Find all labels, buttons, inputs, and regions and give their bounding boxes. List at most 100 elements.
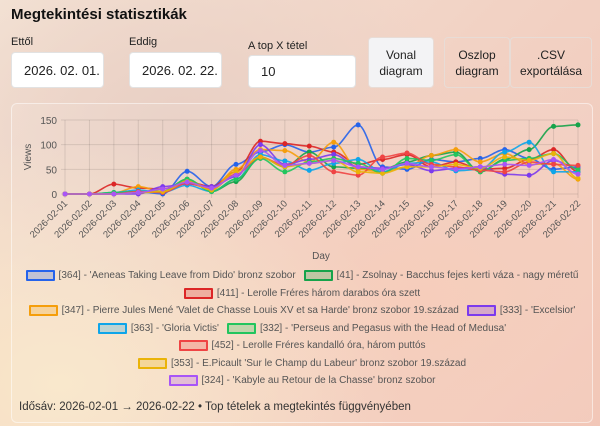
footer-note: Idősáv: 2026-02-01 → 2026-02-22 • Top té… xyxy=(19,401,411,413)
data-point xyxy=(111,191,117,197)
y-tick-label: 100 xyxy=(40,141,57,152)
series-line xyxy=(64,141,579,195)
data-point xyxy=(502,161,508,167)
to-date-input[interactable]: 2026. 02. 22. xyxy=(129,52,222,88)
legend-label: [333] - 'Excelsior' xyxy=(499,305,576,317)
data-point xyxy=(404,155,410,161)
legend-item[interactable]: [364] - 'Aeneas Taking Leave from Dido' … xyxy=(25,270,296,282)
data-point xyxy=(526,157,532,163)
legend-label: [324] - 'Kabyle au Retour de la Chasse' … xyxy=(201,375,436,387)
data-point xyxy=(404,164,410,170)
data-point xyxy=(209,185,215,191)
data-point xyxy=(306,167,312,173)
data-point xyxy=(453,152,459,158)
legend-item[interactable]: [353] - E.Picault 'Sur le Champ du Labeu… xyxy=(137,357,466,369)
data-point xyxy=(477,159,483,165)
data-point xyxy=(233,161,239,167)
data-point xyxy=(233,176,239,182)
data-point xyxy=(428,157,434,163)
legend-row: [353] - E.Picault 'Sur le Champ du Labeu… xyxy=(12,355,592,373)
legend-label: [347] - Pierre Jules Mené 'Valet de Chas… xyxy=(61,305,459,317)
legend-item[interactable]: [452] - Lerolle Fréres kandalló óra, hár… xyxy=(178,340,426,352)
legend-item[interactable]: [324] - 'Kabyle au Retour de la Chasse' … xyxy=(168,375,436,387)
data-point xyxy=(380,154,386,160)
legend-swatch xyxy=(226,322,256,334)
data-point xyxy=(477,155,483,161)
legend-item[interactable]: [347] - Pierre Jules Mené 'Valet de Chas… xyxy=(28,305,459,317)
data-point xyxy=(331,164,337,170)
line-chart: 0501001502026-02-012026-02-022026-02-032… xyxy=(23,116,583,262)
data-point xyxy=(331,139,337,145)
y-axis-title: Views xyxy=(23,144,34,171)
data-point xyxy=(331,144,337,150)
data-point xyxy=(355,164,361,170)
csv-export-label-1: .CSV xyxy=(536,47,565,62)
data-point xyxy=(355,122,361,128)
data-point xyxy=(502,154,508,160)
data-point xyxy=(282,158,288,164)
legend-item[interactable]: [41] - Zsolnay - Bacchus fejes kerti váz… xyxy=(303,270,578,282)
data-point xyxy=(551,123,557,129)
legend-label: [364] - 'Aeneas Taking Leave from Dido' … xyxy=(58,270,296,282)
legend-item[interactable]: [411] - Lerolle Fréres három darabos óra… xyxy=(183,287,420,299)
data-point xyxy=(86,191,92,197)
from-date-input[interactable]: 2026. 02. 01. xyxy=(11,52,104,88)
to-label: Eddig xyxy=(129,36,158,48)
line-chart-button[interactable]: Vonal diagram xyxy=(368,37,434,88)
data-point xyxy=(355,160,361,166)
line-chart-label-1: Vonal xyxy=(385,47,416,62)
data-point xyxy=(380,170,386,176)
data-point xyxy=(62,191,68,197)
legend-label: [363] - 'Gloria Victis' xyxy=(130,322,219,334)
data-point xyxy=(135,190,141,196)
top-x-label: A top X tétel xyxy=(248,40,308,52)
data-point xyxy=(257,148,263,154)
y-tick-label: 150 xyxy=(40,116,57,127)
legend-row: [452] - Lerolle Fréres kandalló óra, hár… xyxy=(12,337,592,355)
csv-export-label-2: exportálása xyxy=(519,63,583,78)
data-point xyxy=(135,184,141,190)
data-point xyxy=(575,171,581,177)
data-point xyxy=(282,148,288,154)
top-x-input[interactable]: 10 xyxy=(248,55,356,88)
legend-swatch xyxy=(97,322,127,334)
csv-export-button[interactable]: .CSV exportálása xyxy=(510,37,592,88)
data-point xyxy=(428,168,434,174)
data-point xyxy=(257,154,263,160)
data-point xyxy=(306,160,312,166)
data-point xyxy=(184,179,190,185)
legend-swatch xyxy=(183,287,213,299)
legend-swatch xyxy=(466,305,496,317)
legend-item[interactable]: [332] - 'Perseus and Pegasus with the He… xyxy=(226,322,507,334)
bar-chart-label-1: Oszlop xyxy=(458,47,496,62)
page-title: Megtekintési statisztikák xyxy=(11,6,187,23)
legend-swatch xyxy=(25,270,55,282)
data-point xyxy=(355,172,361,178)
series-line xyxy=(64,149,579,195)
bar-chart-button[interactable]: Oszlop diagram xyxy=(444,37,510,88)
data-point xyxy=(160,186,166,192)
data-point xyxy=(331,152,337,158)
data-point xyxy=(551,161,557,167)
data-point xyxy=(184,168,190,174)
legend-swatch xyxy=(28,305,58,317)
data-point xyxy=(355,169,361,175)
data-point xyxy=(428,153,434,159)
legend-swatch xyxy=(137,357,167,369)
legend-label: [332] - 'Perseus and Pegasus with the He… xyxy=(259,322,507,334)
legend-row: [363] - 'Gloria Victis' [332] - 'Perseus … xyxy=(12,320,592,338)
legend-row: [364] - 'Aeneas Taking Leave from Dido' … xyxy=(12,267,592,285)
data-point xyxy=(526,147,532,153)
legend-item[interactable]: [363] - 'Gloria Victis' xyxy=(97,322,219,334)
legend-item[interactable]: [333] - 'Excelsior' xyxy=(466,305,576,317)
data-point xyxy=(477,164,483,170)
legend-row: [411] - Lerolle Fréres három darabos óra… xyxy=(12,285,592,303)
data-point xyxy=(331,169,337,175)
data-point xyxy=(526,139,532,145)
data-point xyxy=(306,153,312,159)
data-point xyxy=(306,143,312,149)
legend-swatch xyxy=(168,375,198,387)
data-point xyxy=(380,166,386,172)
y-tick-label: 50 xyxy=(46,165,58,176)
data-point xyxy=(257,142,263,148)
